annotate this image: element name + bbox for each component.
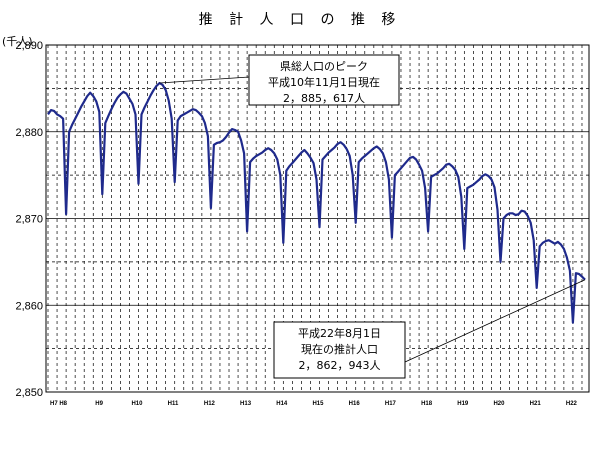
chart-title: 推 計 人 口 の 推 移 [199, 12, 402, 28]
x-tick-label: H18 [421, 401, 433, 407]
x-tick-label: H14 [276, 401, 288, 407]
annotation-leader-line [159, 76, 250, 84]
x-tick-label: H16 [349, 401, 361, 407]
y-tick-label: 2,880 [15, 127, 43, 139]
x-tick-label: H21 [530, 401, 542, 407]
annotation-leader-line [404, 279, 586, 363]
x-tick-label: H17 [385, 401, 397, 407]
y-tick-label: 2,870 [15, 214, 43, 226]
annotation-text: 現在の推計人口 [301, 342, 378, 356]
y-axis-ticks: 2,850 2,860 2,870 2,880 2,890 [15, 40, 43, 399]
annotation-text: 平成22年8月1日 [298, 326, 381, 340]
y-tick-label: 2,850 [15, 387, 43, 399]
x-tick-label: H15 [312, 401, 324, 407]
x-tick-label: H13 [240, 401, 252, 407]
annotation-box [273, 321, 406, 379]
plot-area [45, 44, 590, 393]
y-tick-label: 2,860 [15, 300, 43, 312]
x-tick-label: H20 [493, 401, 505, 407]
y-axis-unit-label: (千人) [2, 35, 33, 48]
x-tick-label: H22 [566, 401, 578, 407]
x-tick-label: H10 [131, 401, 143, 407]
x-tick-label: H19 [457, 401, 469, 407]
x-tick-label: H12 [204, 401, 216, 407]
annotation-text: 平成10年11月1日現在 [268, 75, 380, 89]
annotation-text: 2，862，943人 [299, 359, 381, 372]
annotation-text: 県総人口のピーク [280, 59, 368, 73]
x-tick-label: H11 [168, 401, 179, 407]
population-series [47, 81, 586, 324]
x-tick-label: H9 [95, 401, 103, 407]
population-line [47, 81, 586, 324]
annotation-text: 2，885，617人 [283, 92, 365, 105]
x-tick-label: H7 H8 [50, 401, 68, 407]
annotation-box [248, 54, 400, 106]
x-axis-ticks: H7 H8 H9 H10 H11 H12 H13 H14 H15 H16 H17 H18 H19 H20… [50, 401, 578, 407]
y-tick-label: 2,890 [15, 40, 43, 52]
